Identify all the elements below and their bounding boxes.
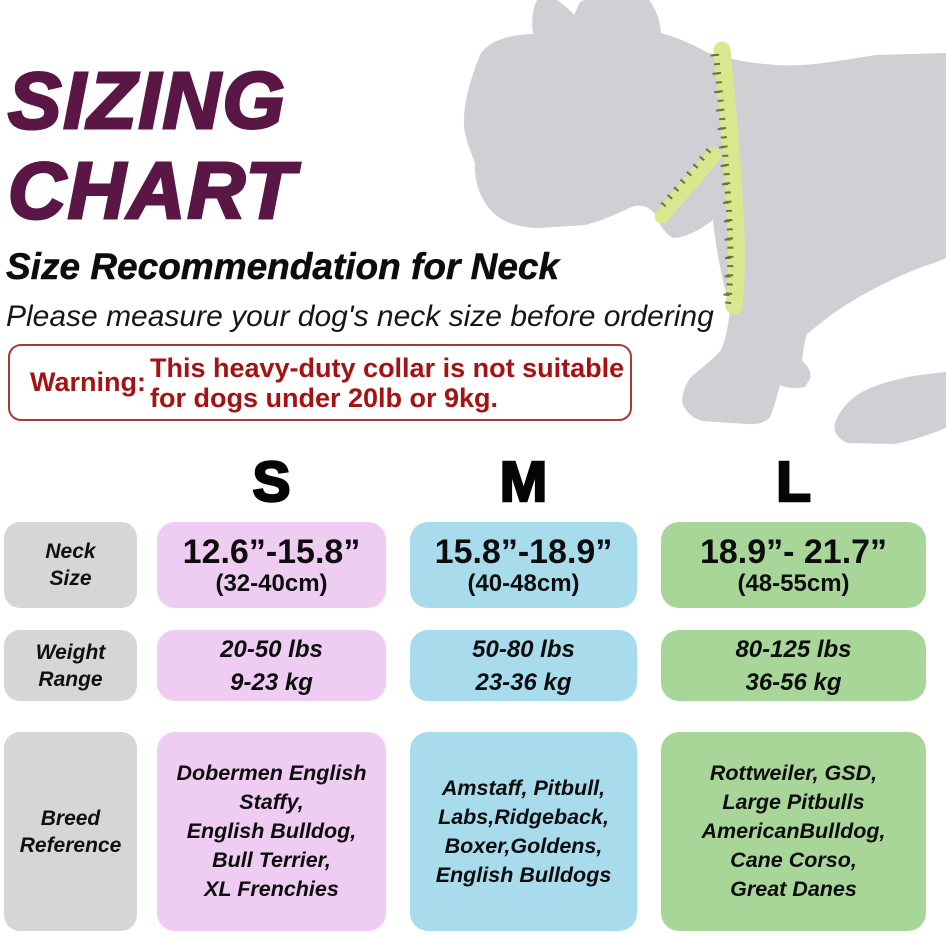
neck-size-cell-l: 18.9”- 21.7” (48-55cm) xyxy=(661,522,926,608)
weight-cell-l: 80-125 lbs 36-56 kg xyxy=(661,630,926,701)
warning-text: This heavy-duty collar is not suitable f… xyxy=(150,346,624,419)
weight-cell-m: 50-80 lbs 23-36 kg xyxy=(410,630,637,701)
neck-size-cell-s: 12.6”-15.8” (32-40cm) xyxy=(157,522,386,608)
column-header-l: L xyxy=(775,450,812,514)
warning-label: Warning: xyxy=(30,367,146,397)
measuring-tape-tick-mask xyxy=(716,51,738,306)
neck-size-cell-m: 15.8”-18.9” (40-48cm) xyxy=(410,522,637,608)
dog-silhouette-illustration xyxy=(463,0,946,444)
row-label-weight-range: Weight Range xyxy=(4,630,137,701)
row-label-neck-size: Neck Size xyxy=(4,522,137,608)
breed-cell-m: Amstaff, Pitbull, Labs,Ridgeback, Boxer,… xyxy=(410,732,637,931)
measure-note: Please measure your dog's neck size befo… xyxy=(6,300,714,333)
measuring-tape-branch xyxy=(654,147,722,224)
weight-cell-s: 20-50 lbs 9-23 kg xyxy=(157,630,386,701)
page-title-line2: CHART xyxy=(7,145,297,237)
column-header-s: S xyxy=(251,450,292,514)
row-label-breed-reference: Breed Reference xyxy=(4,732,137,931)
dog-hind-leg-shape xyxy=(834,372,946,444)
warning-text-line2: for dogs under 20lb or 9kg. xyxy=(150,382,499,413)
page-title-line1: SIZING xyxy=(7,55,287,147)
dog-body-shape xyxy=(463,0,946,425)
column-header-m: M xyxy=(499,450,549,514)
warning-box: Warning: This heavy-duty collar is not s… xyxy=(8,344,632,421)
page-title: SIZING CHART xyxy=(7,55,297,237)
breed-cell-s: Dobermen English Staffy, English Bulldog… xyxy=(157,732,386,931)
breed-cell-l: Rottweiler, GSD, Large Pitbulls American… xyxy=(661,732,926,931)
page-subtitle: Size Recommendation for Neck xyxy=(6,246,560,288)
warning-text-line1: This heavy-duty collar is not suitable xyxy=(150,352,625,383)
